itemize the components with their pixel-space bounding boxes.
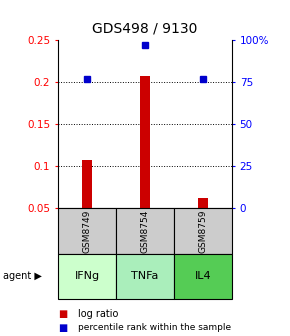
Text: GSM8754: GSM8754 [140,209,150,253]
Bar [82,161,92,208]
Text: log ratio: log ratio [78,309,119,319]
Text: agent ▶: agent ▶ [3,271,42,281]
Text: GSM8759: GSM8759 [198,209,208,253]
Text: IL4: IL4 [195,271,211,281]
Text: GDS498 / 9130: GDS498 / 9130 [92,22,198,36]
Text: GSM8749: GSM8749 [82,209,92,253]
Text: ■: ■ [58,309,67,319]
Bar [198,198,208,208]
Text: TNFa: TNFa [131,271,159,281]
Text: percentile rank within the sample: percentile rank within the sample [78,323,231,332]
Text: ■: ■ [58,323,67,333]
Text: IFNg: IFNg [75,271,99,281]
Bar [140,76,150,208]
